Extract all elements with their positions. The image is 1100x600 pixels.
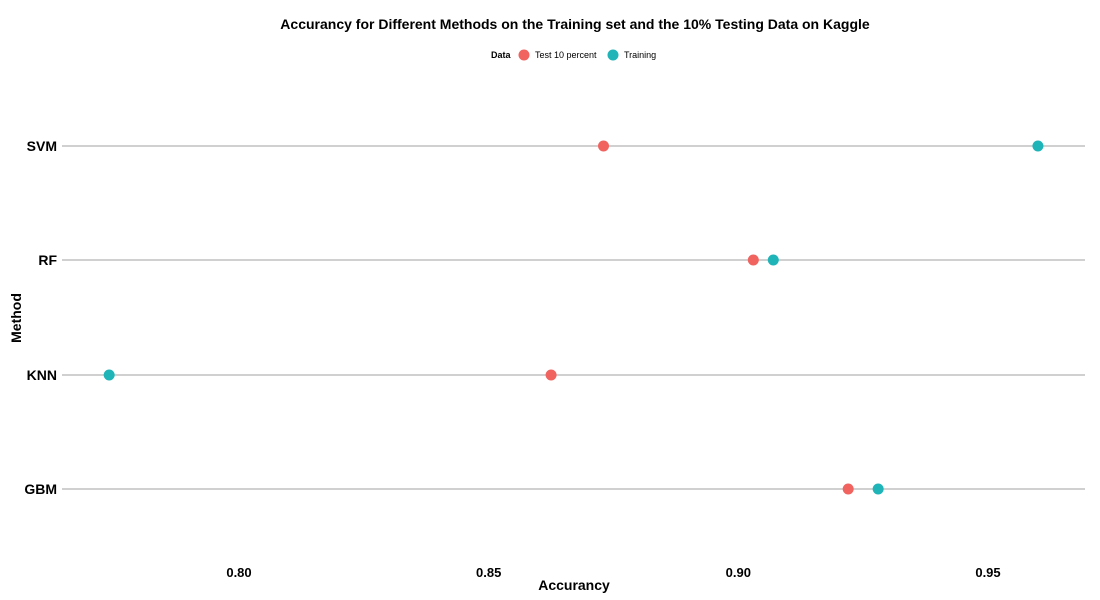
legend: Data Test 10 percent Training (491, 49, 656, 61)
legend-title: Data (491, 50, 512, 60)
point-test-10-percent-knn (545, 369, 557, 381)
legend-label-training: Training (624, 50, 656, 60)
category-label-rf: RF (38, 252, 57, 268)
category-label-gbm: GBM (24, 481, 57, 497)
x-tick-label: 0.90 (726, 565, 751, 580)
point-test-10-percent-svm (598, 140, 610, 152)
category-label-knn: KNN (27, 367, 57, 383)
x-tick-label: 0.85 (476, 565, 501, 580)
point-test-10-percent-gbm (842, 483, 854, 495)
x-axis-ticks: 0.80 0.85 0.90 0.95 (226, 565, 1000, 580)
category-rows: SVM RF KNN GBM (24, 138, 1085, 497)
legend-key-test-10-percent (518, 49, 530, 61)
legend-key-training (607, 49, 619, 61)
chart-title: Accurancy for Different Methods on the T… (280, 16, 870, 32)
x-tick-label: 0.80 (226, 565, 251, 580)
category-label-svm: SVM (27, 138, 57, 154)
point-training-gbm (872, 483, 884, 495)
point-training-svm (1032, 140, 1044, 152)
point-training-knn (103, 369, 115, 381)
x-tick-label: 0.95 (975, 565, 1000, 580)
point-test-10-percent-rf (747, 254, 759, 266)
x-axis-title: Accurancy (538, 577, 610, 593)
y-axis-title: Method (8, 293, 24, 343)
legend-label-test-10-percent: Test 10 percent (535, 50, 597, 60)
data-points (103, 140, 1044, 495)
point-training-rf (767, 254, 779, 266)
